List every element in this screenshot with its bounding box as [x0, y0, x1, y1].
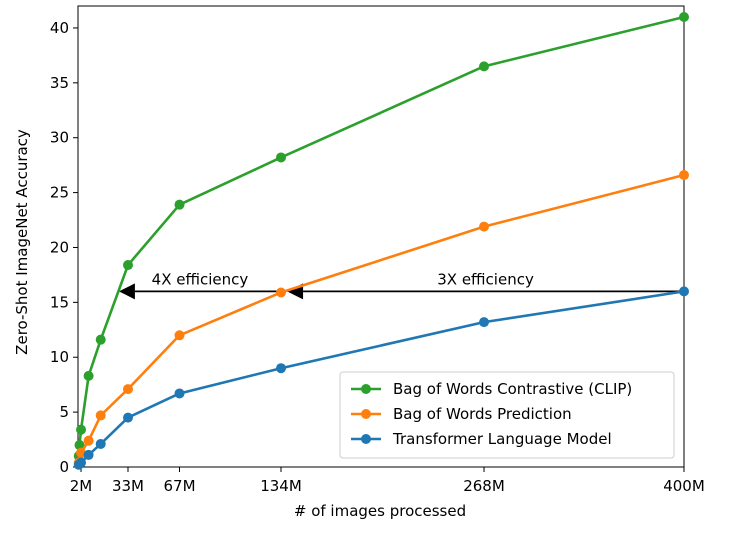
x-tick-label: 268M [463, 477, 505, 495]
data-point [679, 286, 689, 297]
y-tick-label: 20 [50, 238, 69, 256]
x-tick-label: 2M [70, 477, 93, 495]
data-point [174, 330, 185, 341]
x-tick-label: 400M [663, 477, 705, 495]
x-tick-label: 67M [163, 477, 195, 495]
axes: 0 5 10 15 20 25 30 35 40 2M 33M 67M 134M 268M 400M [50, 5, 705, 495]
x-tick-label: 134M [260, 477, 302, 495]
data-point [95, 410, 106, 421]
legend-box [339, 371, 675, 459]
efficiency-annotation: 4X efficiency [152, 270, 249, 288]
legend-marker [361, 434, 371, 444]
legend-label: Transformer Language Model [392, 430, 612, 448]
legend: Bag of Words Contrastive (CLIP) Bag of Wo… [339, 371, 675, 459]
data-point [76, 424, 87, 435]
x-axis-label: # of images processed [294, 502, 466, 520]
y-tick-label: 5 [59, 403, 69, 421]
y-tick-label: 25 [50, 184, 69, 202]
y-tick-label: 30 [50, 129, 69, 147]
data-point [122, 260, 133, 271]
series-1 [73, 170, 689, 468]
legend-marker [361, 409, 371, 419]
data-point [479, 221, 490, 232]
data-point [479, 317, 490, 328]
series-2 [73, 286, 689, 470]
legend-marker [361, 384, 371, 394]
data-point [679, 170, 689, 181]
data-point [83, 435, 94, 446]
data-point [76, 457, 87, 468]
y-tick-label: 15 [50, 293, 69, 311]
series-group [73, 11, 689, 470]
data-point [76, 447, 87, 458]
data-point [174, 199, 185, 210]
data-point [95, 438, 106, 449]
data-point [679, 11, 689, 22]
data-point [276, 363, 287, 374]
data-point [479, 61, 490, 72]
data-point [122, 384, 133, 395]
data-point [83, 449, 94, 460]
y-tick-label: 10 [50, 348, 69, 366]
annotations: 4X efficiency 3X efficiency [118, 270, 684, 300]
data-point [95, 334, 106, 345]
efficiency-annotation: 3X efficiency [437, 270, 534, 288]
data-point [276, 287, 287, 298]
data-point [276, 152, 287, 163]
y-tick-label: 35 [50, 74, 69, 92]
data-point [83, 370, 94, 381]
legend-label: Bag of Words Prediction [393, 405, 572, 423]
x-tick-label: 33M [112, 477, 144, 495]
series-line [77, 15, 685, 457]
efficiency-arrow-head [118, 283, 135, 300]
data-point [174, 388, 185, 399]
y-tick-label: 40 [50, 19, 69, 37]
data-point [122, 412, 133, 423]
data-point [74, 440, 85, 451]
y-axis-label: Zero-Shot ImageNet Accuracy [13, 129, 31, 355]
y-tick-label: 0 [59, 458, 69, 476]
plot-frame [77, 5, 685, 468]
legend-label: Bag of Words Contrastive (CLIP) [393, 380, 632, 398]
